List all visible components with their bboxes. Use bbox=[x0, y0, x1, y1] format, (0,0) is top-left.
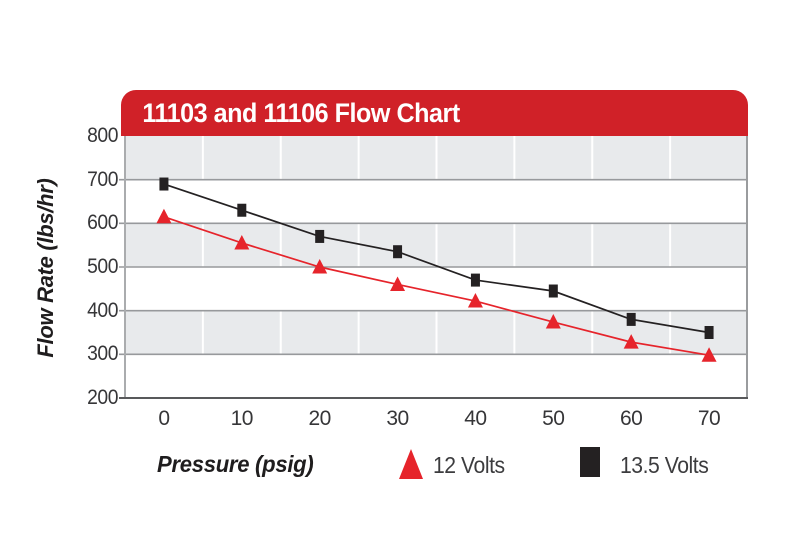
x-tick-label: 60 bbox=[620, 407, 643, 430]
x-tick-label: 30 bbox=[386, 407, 409, 430]
series-line-13-5-volts bbox=[163, 183, 710, 334]
triangle-data-marker bbox=[467, 293, 483, 308]
triangle-data-marker bbox=[701, 347, 717, 362]
y-tick-label: 200 bbox=[87, 386, 118, 409]
y-tick-label: 700 bbox=[87, 167, 118, 191]
x-tick-label: 40 bbox=[464, 407, 487, 430]
legend-label-13-5-volts: 13.5 Volts bbox=[620, 452, 709, 478]
y-tick-label: 600 bbox=[87, 211, 118, 235]
y-axis-line bbox=[124, 136, 126, 398]
x-tick-label: 0 bbox=[158, 407, 170, 430]
square-data-marker bbox=[393, 245, 403, 259]
square-marker-icon bbox=[580, 447, 600, 477]
x-tick-label: 20 bbox=[308, 407, 332, 430]
square-data-marker bbox=[237, 203, 247, 217]
triangle-data-marker bbox=[234, 234, 250, 250]
plot-area bbox=[119, 136, 748, 399]
x-axis-line bbox=[119, 397, 748, 399]
triangle-data-marker bbox=[623, 334, 639, 349]
triangle-marker-icon bbox=[399, 449, 423, 479]
x-axis-tick-labels: 0 10 20 30 40 50 60 70 bbox=[125, 407, 748, 431]
y-tick-label: 400 bbox=[87, 298, 118, 322]
chart-title-banner: 11103 and 11106 Flow Chart bbox=[121, 90, 748, 136]
legend-label-12-volts: 12 Volts bbox=[433, 452, 505, 478]
x-tick-label: 50 bbox=[542, 407, 565, 430]
square-data-marker bbox=[315, 229, 325, 243]
square-data-marker bbox=[704, 326, 714, 339]
triangle-data-marker bbox=[545, 314, 561, 329]
triangle-data-marker bbox=[312, 259, 328, 274]
y-tick-label: 500 bbox=[87, 255, 118, 278]
square-data-marker bbox=[470, 273, 480, 287]
chart-title: 11103 and 11106 Flow Chart bbox=[142, 97, 460, 128]
square-data-marker bbox=[159, 177, 169, 191]
x-tick-label: 10 bbox=[230, 407, 254, 430]
chart-series-layer bbox=[119, 136, 748, 398]
x-axis-title: Pressure (psig) bbox=[157, 451, 314, 477]
plot-right-border bbox=[746, 136, 748, 398]
x-tick-label: 70 bbox=[697, 407, 721, 430]
y-tick-label: 800 bbox=[87, 124, 118, 147]
series-line-12-volts bbox=[163, 215, 710, 357]
y-axis-title: Flow Rate (lbs/hr) bbox=[33, 178, 58, 358]
square-data-marker bbox=[548, 284, 558, 298]
triangle-data-marker bbox=[390, 276, 406, 291]
square-data-marker bbox=[626, 312, 636, 326]
y-tick-label: 300 bbox=[87, 342, 118, 366]
triangle-data-marker bbox=[156, 208, 172, 224]
